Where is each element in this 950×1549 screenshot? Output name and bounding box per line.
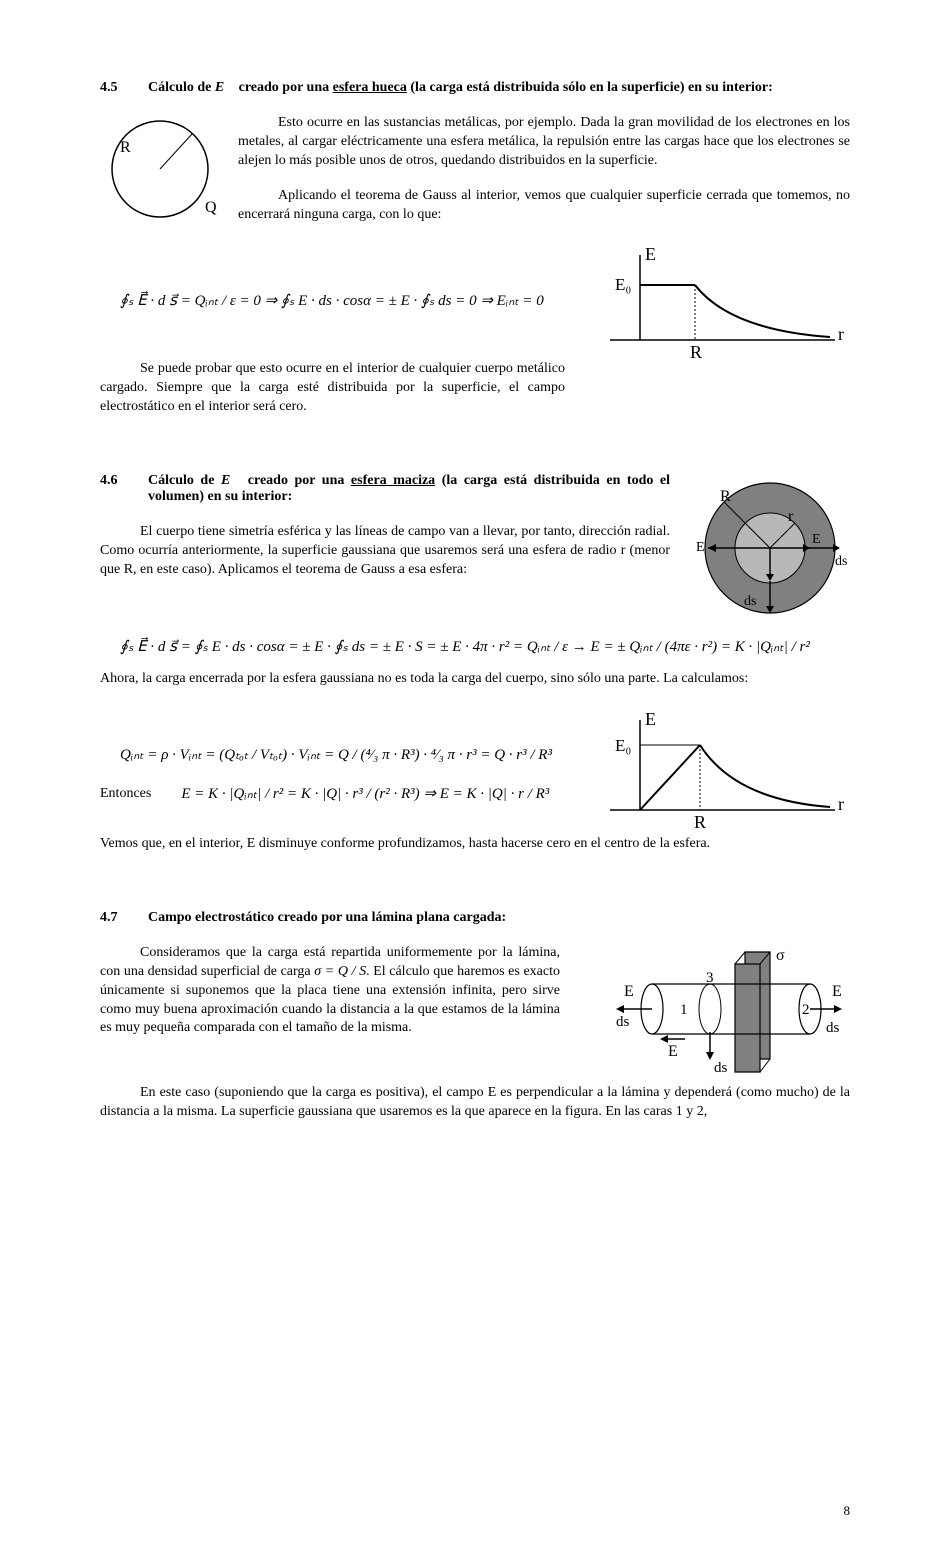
figure-graph-46: E E₀ R r [590, 705, 850, 835]
axis-E: E [645, 244, 656, 264]
label-E2: E [696, 540, 705, 555]
label-E: E [812, 532, 821, 547]
equation-row: ∮ₛ E⃗ · d s⃗ = Qᵢₙₜ / ε = 0 ⇒ ∮ₛ E · ds … [100, 240, 850, 360]
equation: Qᵢₙₜ = ρ · Vᵢₙₜ = (Qₜₒₜ / Vₜₒₜ) · Vᵢₙₜ =… [120, 745, 560, 764]
figure-charged-plate: σ E E E ds ds ds 1 2 3 [580, 944, 850, 1084]
label-ds2: ds [744, 594, 756, 609]
label-Q: Q [205, 199, 217, 216]
paragraph: El cuerpo tiene simetría esférica y las … [100, 523, 670, 580]
paragraph: Se puede probar que esto ocurre en el in… [100, 360, 565, 417]
label-ds: ds [835, 554, 847, 569]
label-R: R [120, 139, 131, 156]
label-r: r [788, 508, 794, 525]
label-E-bottom: E [668, 1043, 678, 1060]
label-ds-bottom: ds [714, 1060, 728, 1076]
section-title: Cálculo de E⃗ creado por una esfera huec… [148, 80, 850, 96]
axis-r: r [838, 324, 844, 344]
paragraph: Consideramos que la carga está repartida… [100, 944, 560, 1038]
section-4-7-heading: 4.7 Campo electrostático creado por una … [100, 910, 850, 926]
label-3: 3 [706, 970, 714, 986]
figure-solid-sphere: R r E E ds ds [690, 473, 850, 623]
figure-graph-45: E E₀ R r [590, 240, 850, 360]
paragraph: Ahora, la carga encerrada por la esfera … [100, 670, 850, 689]
section-number: 4.5 [100, 80, 128, 96]
equation: E = K · |Qᵢₙₜ| / r² = K · |Q| · r³ / (r²… [181, 784, 549, 803]
label-E-left: E [624, 983, 634, 1000]
label-E-right: E [832, 983, 842, 1000]
section-title: Campo electrostático creado por una lámi… [148, 910, 850, 926]
section-title: Cálculo de E⃗ creado por una esfera maci… [148, 473, 670, 505]
label-R: R [690, 342, 702, 360]
paragraph: En este caso (suponiendo que la carga es… [100, 1084, 850, 1122]
label-1: 1 [680, 1002, 688, 1018]
section-4-5-heading: 4.5 Cálculo de E⃗ creado por una esfera … [100, 80, 850, 96]
label-E0: E₀ [615, 736, 631, 755]
paragraph: Vemos que, en el interior, E disminuye c… [100, 835, 850, 854]
section-number: 4.7 [100, 910, 128, 926]
label-R: R [720, 488, 731, 505]
section-4-6-heading: 4.6 Cálculo de E⃗ creado por una esfera … [100, 473, 670, 505]
label-ds-left: ds [616, 1014, 630, 1030]
section-number: 4.6 [100, 473, 128, 505]
label-R: R [694, 812, 706, 832]
label-2: 2 [802, 1002, 810, 1018]
axis-E: E [645, 709, 656, 729]
page-number: 8 [844, 1503, 851, 1519]
figure-hollow-sphere: R Q [100, 114, 220, 224]
axis-r: r [838, 794, 844, 814]
label-sigma: σ [776, 947, 785, 964]
page: 4.5 Cálculo de E⃗ creado por una esfera … [0, 0, 950, 1549]
label-entonces: Entonces [100, 786, 151, 802]
equation: ∮ₛ E⃗ · d s⃗ = Qᵢₙₜ / ε = 0 ⇒ ∮ₛ E · ds … [120, 291, 560, 310]
label-E0: E₀ [615, 275, 631, 294]
label-ds-right: ds [826, 1020, 840, 1036]
equation: ∮ₛ E⃗ · d s⃗ = ∮ₛ E · ds · cosα = ± E · … [120, 637, 850, 656]
equation-row: Qᵢₙₜ = ρ · Vᵢₙₜ = (Qₜₒₜ / Vₜₒₜ) · Vᵢₙₜ =… [100, 705, 850, 835]
